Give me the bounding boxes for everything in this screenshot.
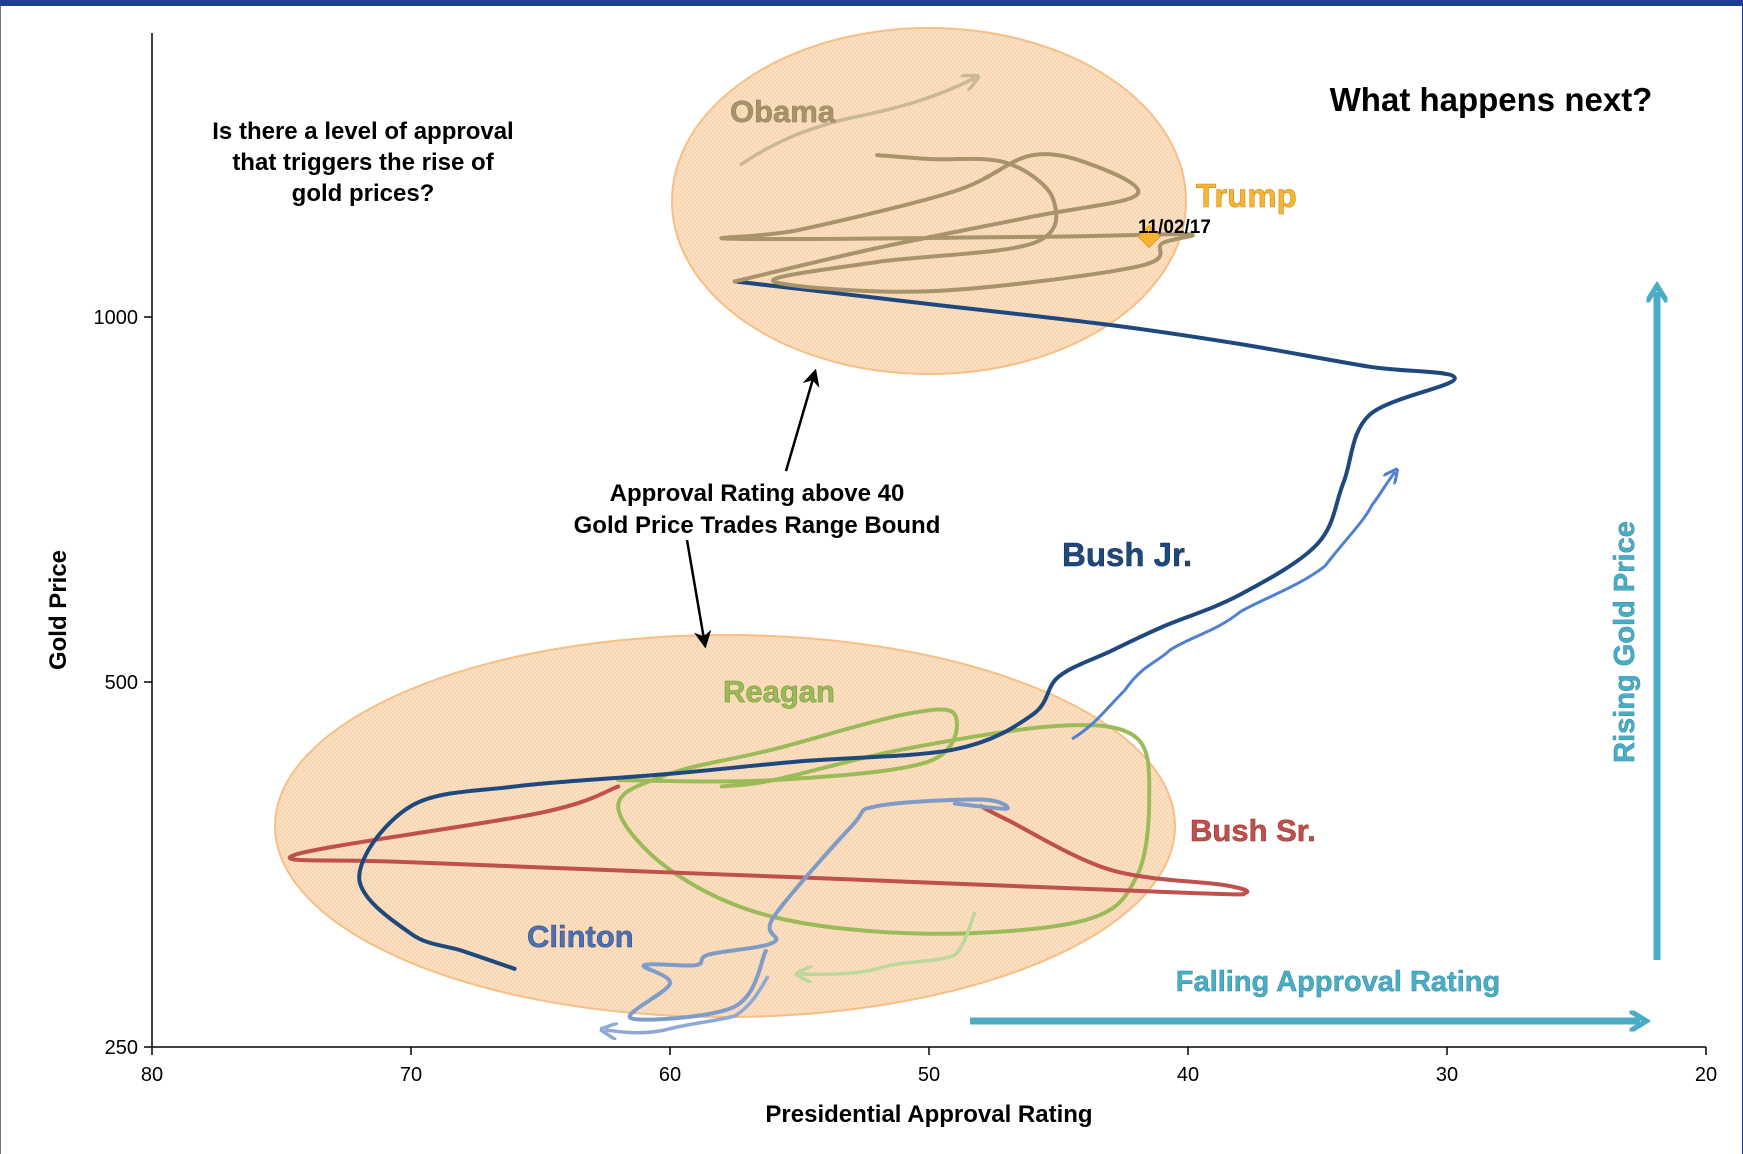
window-top-border [0, 0, 1743, 6]
y-axis-label: Gold Price [45, 550, 72, 670]
x-tick-label: 30 [1436, 1064, 1458, 1086]
y-tick-label: 1000 [94, 307, 139, 329]
x-axis-label: Presidential Approval Rating [765, 1101, 1092, 1128]
question-line-3: gold prices? [292, 180, 435, 207]
trump-marker [1137, 224, 1161, 249]
range-bound-line-2: Gold Price Trades Range Bound [574, 512, 941, 539]
what-happens-next: What happens next? [1330, 81, 1653, 118]
rising-gold-label: Rising Gold Price [1609, 521, 1641, 763]
x-tick-label: 20 [1695, 1064, 1717, 1086]
range-bound-line-1: Approval Rating above 40 [610, 480, 905, 507]
reagan-direction-arrow [800, 911, 977, 974]
x-tick-label: 60 [659, 1064, 681, 1086]
x-tick-label: 50 [918, 1064, 940, 1086]
bush-jr-label: Bush Jr. [1062, 536, 1192, 573]
x-tick-label: 80 [141, 1064, 163, 1086]
falling-approval-label: Falling Approval Rating [1176, 966, 1500, 998]
arrow-to-upper-ellipse [784, 368, 820, 472]
reagan-label: Reagan [723, 674, 835, 709]
x-tick-label: 70 [400, 1064, 422, 1086]
x-tick-label: 40 [1177, 1064, 1199, 1086]
series-line-obama [719, 152, 1195, 294]
bush-sr-label: Bush Sr. [1190, 813, 1316, 848]
obama-direction-arrow [739, 78, 975, 167]
y-tick-label: 250 [105, 1037, 138, 1059]
arrow-to-lower-ellipse [685, 539, 712, 649]
y-ticks: 250 500 1000 [94, 307, 152, 1059]
series-line-bush-jr [357, 279, 1457, 971]
window-left-border [0, 6, 1, 1154]
series-line-clinton [627, 797, 1010, 1022]
series-line-bush-sr [287, 784, 1250, 897]
trump-label: Trump [1196, 177, 1297, 214]
clinton-label: Clinton [527, 919, 634, 954]
y-tick-label: 500 [105, 672, 138, 694]
obama-label: Obama [730, 94, 836, 129]
clinton-direction-arrow [605, 975, 770, 1033]
bush-jr-direction-arrow [1071, 472, 1395, 741]
upper-highlight-ellipse [671, 27, 1187, 375]
series-lines [287, 152, 1457, 1022]
question-line-1: Is there a level of approval [212, 118, 513, 145]
x-ticks: 80 70 60 50 40 30 20 [141, 1047, 1717, 1086]
trump-date-label: 11/02/17 [1138, 217, 1211, 238]
question-line-2: that triggers the rise of [232, 149, 494, 176]
